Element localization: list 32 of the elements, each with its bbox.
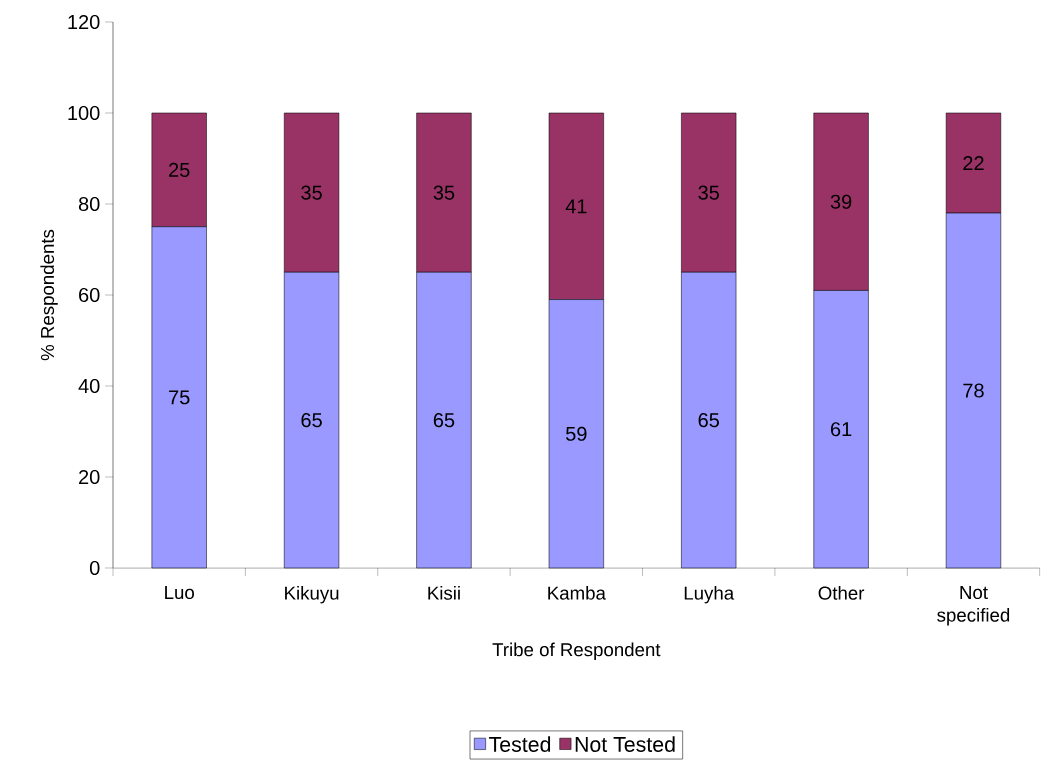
y-tick-label: 120 — [68, 14, 100, 30]
y-tick-label: 40 — [78, 378, 100, 394]
x-tick-label: Kamba — [548, 586, 606, 600]
y-tick-label: 100 — [68, 105, 100, 121]
data-label: 25 — [169, 162, 190, 177]
data-label: 39 — [830, 194, 852, 209]
data-label: 65 — [698, 413, 719, 428]
x-axis-title: Tribe of Respondent — [492, 642, 661, 660]
y-tick-label: 60 — [79, 287, 100, 303]
x-tick-label: Luo — [165, 586, 194, 600]
data-label: 35 — [698, 185, 719, 200]
data-label: 22 — [963, 156, 984, 171]
y-tick-label: 0 — [89, 560, 100, 576]
x-tick-label: Not specified — [937, 586, 1010, 626]
y-tick-label: 20 — [79, 469, 100, 485]
data-label: 75 — [169, 390, 190, 405]
data-label: 65 — [433, 413, 455, 428]
x-tick-label: Kikuyu — [285, 586, 339, 604]
y-tick-label: 80 — [78, 196, 100, 212]
data-label: 41 — [565, 199, 587, 214]
x-tick-label: Kisii — [428, 586, 460, 600]
data-label: 59 — [566, 426, 587, 441]
data-label: 35 — [301, 185, 322, 200]
legend-label: Tested — [489, 736, 551, 752]
data-label: 61 — [831, 422, 852, 437]
y-axis-title: % Respondents — [40, 229, 58, 361]
data-label: 65 — [301, 413, 322, 428]
x-tick-label: Luyha — [684, 586, 735, 604]
data-label: 35 — [433, 185, 455, 200]
legend-label: Not Tested — [575, 736, 675, 752]
data-label: 78 — [963, 383, 984, 398]
x-tick-label: Other — [818, 586, 865, 600]
